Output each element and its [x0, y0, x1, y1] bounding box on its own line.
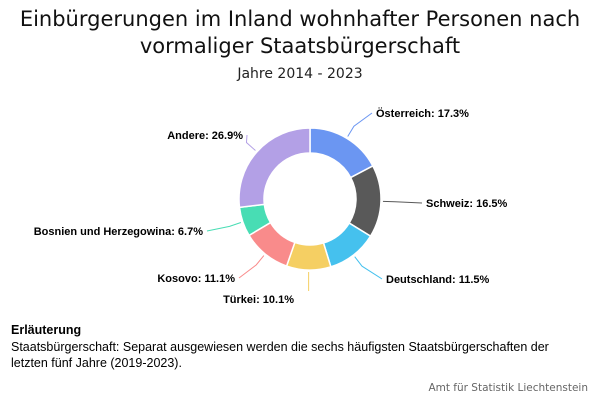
leader-line — [206, 222, 242, 232]
data-label: Andere: 26.9% — [167, 130, 243, 142]
data-label: Österreich: 17.3% — [376, 107, 469, 120]
slice-andere — [238, 127, 311, 209]
chart-subtitle: Jahre 2014 - 2023 — [237, 66, 363, 82]
leader-line — [382, 200, 423, 204]
data-label: Deutschland: 11.5% — [386, 274, 490, 286]
data-label: Schweiz: 16.5% — [426, 198, 508, 210]
donut-chart: Österreich: 17.3% Schweiz: 16.5% Deutschla… — [34, 107, 508, 306]
data-label: Kosovo: 11.1% — [157, 273, 235, 285]
data-label: Bosnien und Herzegowina: 6.7% — [34, 226, 204, 238]
leader-line — [347, 112, 373, 137]
chart-title: Einbürgerungen im Inland wohnhafter Pers… — [19, 7, 581, 58]
leader-line — [354, 256, 383, 280]
leader-line — [245, 134, 256, 151]
source-credit: Amt für Statistik Liechtenstein — [428, 382, 588, 394]
note-heading: Erläuterung — [11, 323, 82, 337]
data-label: Türkei: 10.1% — [223, 294, 294, 306]
note-text: Staatsbürgerschaft: Separat ausgewiesen … — [11, 340, 549, 370]
leader-line — [238, 255, 265, 279]
